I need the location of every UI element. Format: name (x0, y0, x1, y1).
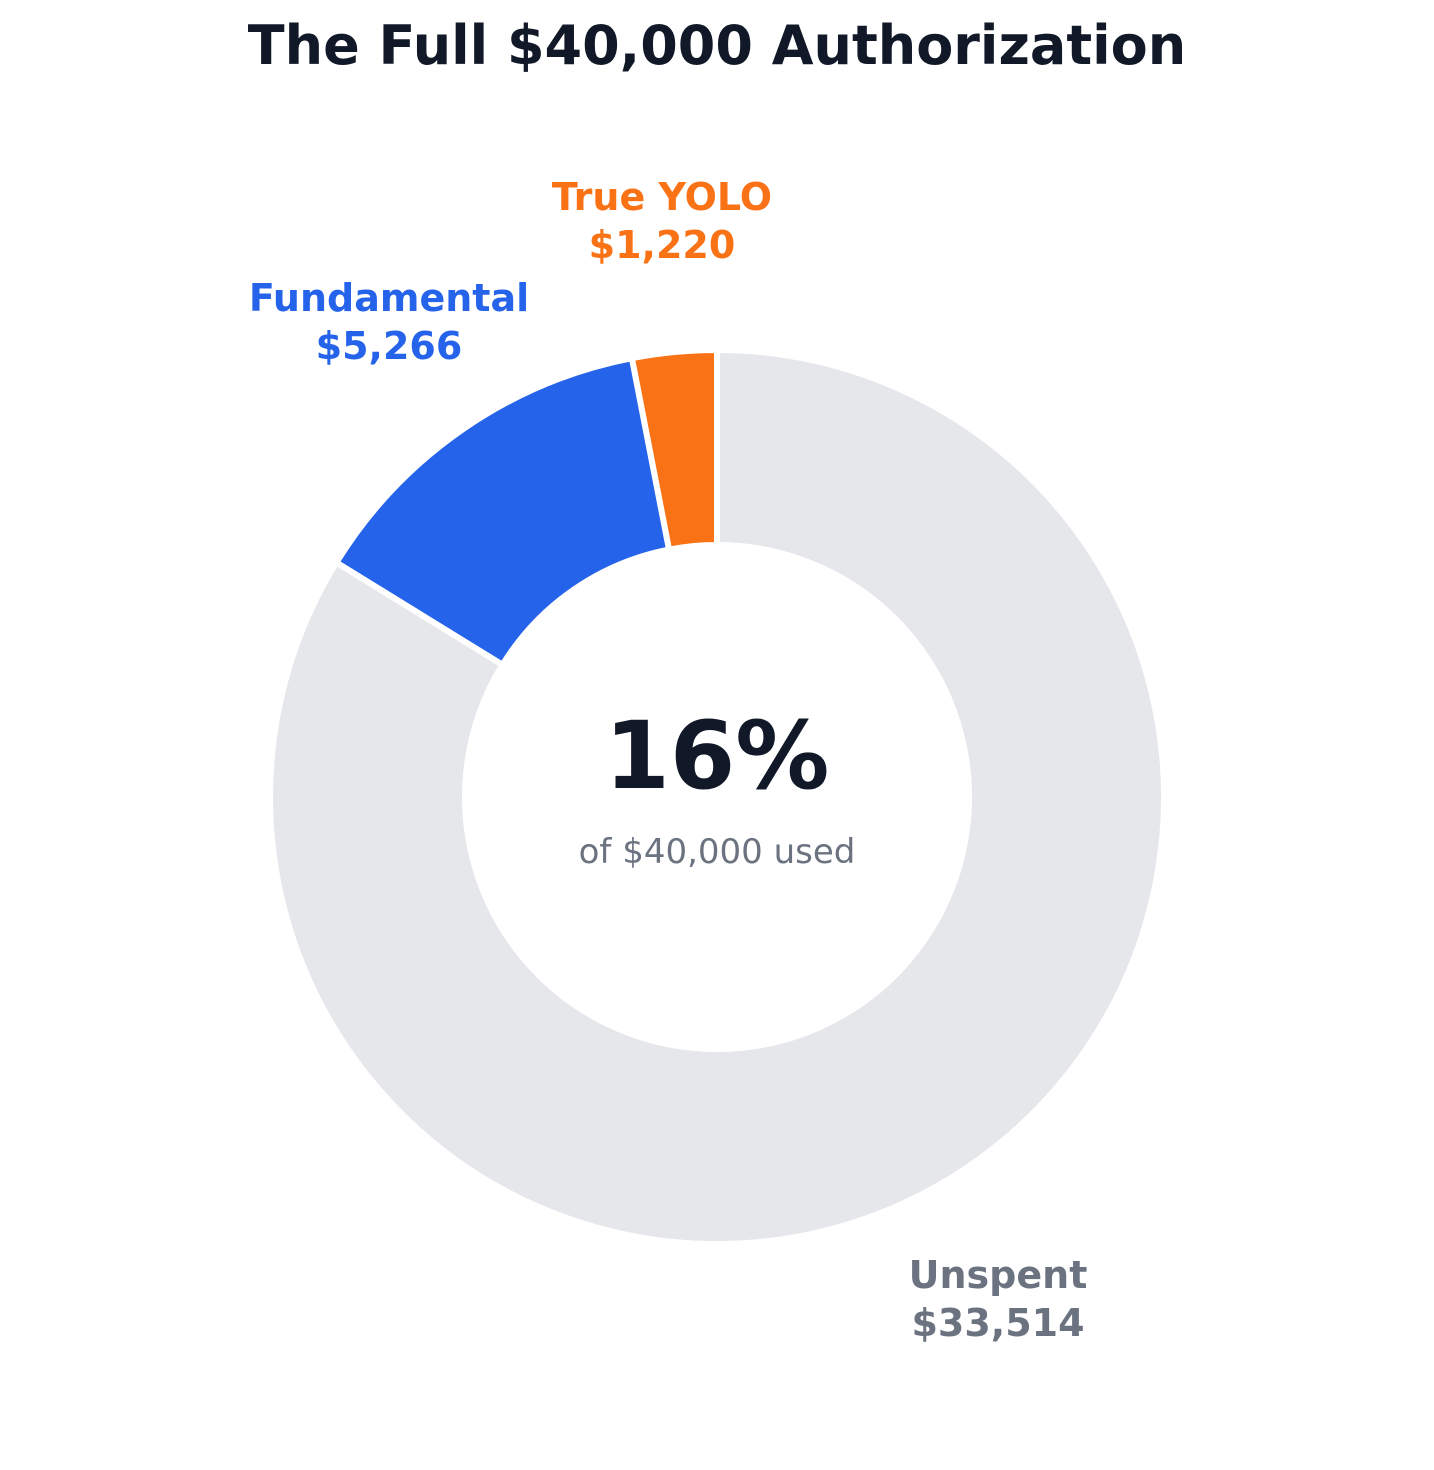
slice-label-value: $1,220 (589, 223, 736, 267)
center-percentage: 16% (605, 702, 830, 811)
center-caption: of $40,000 used (579, 832, 856, 872)
slice-label-name: True YOLO (552, 175, 772, 219)
slice-labels: True YOLO$1,220 Fundamental$5,266 Unspent$… (249, 175, 1088, 1345)
chart-title: The Full $40,000 Authorization (248, 14, 1186, 77)
slice-label-value: $5,266 (316, 324, 463, 368)
slice-label-value: $33,514 (911, 1301, 1084, 1345)
slice-label-name: Fundamental (249, 276, 529, 320)
slice-unspent (267, 347, 1167, 1247)
slice-fundamental (333, 355, 673, 668)
slice-label-name: Unspent (909, 1253, 1088, 1297)
donut-slices (267, 347, 1167, 1247)
